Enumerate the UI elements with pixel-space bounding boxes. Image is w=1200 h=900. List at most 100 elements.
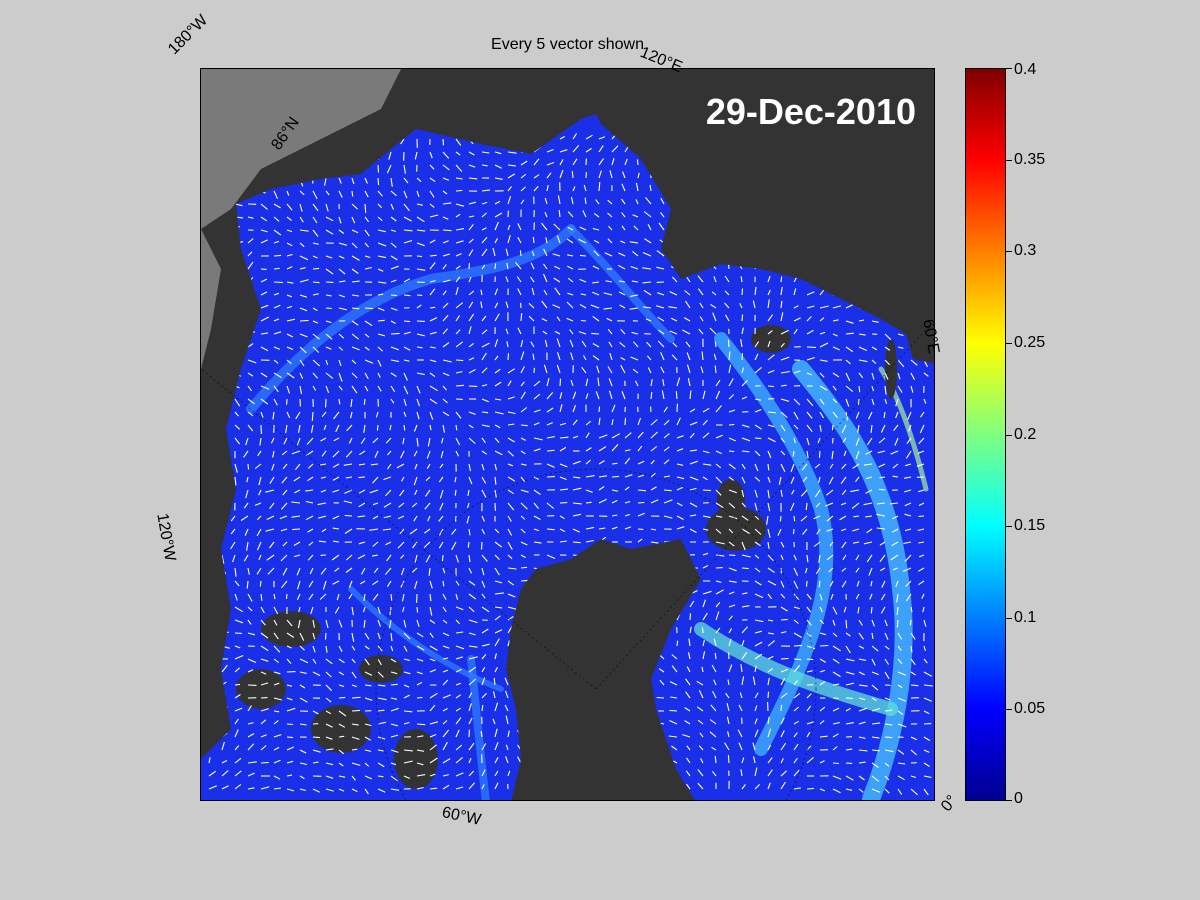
- drift-vector: [819, 331, 826, 335]
- drift-vector: [544, 211, 548, 218]
- drift-vector: [286, 632, 295, 638]
- drift-vector: [752, 300, 756, 309]
- drift-vector: [507, 423, 515, 426]
- drift-vector: [806, 670, 813, 673]
- drift-vector: [364, 242, 370, 248]
- drift-vector: [642, 267, 652, 270]
- drift-vector: [311, 411, 314, 421]
- drift-vector: [592, 343, 600, 348]
- drift-vector: [541, 300, 548, 309]
- drift-vector: [832, 775, 842, 780]
- ocean-current-band: [467, 655, 490, 800]
- drift-vector: [442, 264, 447, 270]
- drift-vector: [312, 671, 321, 677]
- drift-vector: [871, 707, 881, 712]
- drift-vector: [416, 681, 423, 686]
- drift-vector: [715, 379, 721, 387]
- drift-vector: [221, 741, 225, 751]
- drift-vector: [741, 380, 748, 387]
- drift-vector: [429, 744, 437, 751]
- drift-vector: [455, 341, 464, 348]
- drift-vector: [608, 390, 613, 400]
- drift-vector: [312, 281, 320, 284]
- drift-vector: [559, 540, 567, 543]
- drift-vector: [741, 450, 750, 453]
- drift-vector: [661, 390, 665, 400]
- drift-vector: [273, 787, 282, 790]
- drift-vector: [780, 692, 788, 699]
- drift-vector: [507, 463, 513, 467]
- drift-vector: [531, 288, 535, 296]
- drift-vector: [754, 489, 758, 498]
- drift-vector: [592, 227, 600, 231]
- drift-vector: [299, 697, 308, 703]
- drift-vector: [299, 775, 305, 780]
- drift-vector: [715, 627, 721, 634]
- drift-vector: [364, 697, 373, 701]
- drift-vector: [273, 682, 280, 686]
- drift-vector: [767, 369, 775, 374]
- drift-vector: [533, 158, 540, 166]
- drift-vector: [767, 450, 772, 459]
- drift-vector: [481, 692, 487, 699]
- drift-vector: [687, 652, 691, 660]
- drift-vector: [780, 312, 784, 322]
- drift-vector: [866, 528, 873, 534]
- drift-vector: [871, 632, 874, 639]
- drift-vector: [845, 658, 855, 662]
- drift-vector: [338, 696, 346, 699]
- drift-vector: [546, 422, 553, 426]
- drift-vector: [839, 515, 847, 521]
- drift-vector: [590, 304, 600, 309]
- drift-vector: [684, 720, 691, 725]
- plot-title: Every 5 vector shown: [491, 36, 644, 53]
- drift-vector: [714, 652, 717, 660]
- drift-vector: [572, 513, 582, 517]
- drift-vector: [291, 515, 301, 518]
- drift-vector: [689, 460, 698, 465]
- drift-vector: [507, 224, 511, 231]
- drift-vector: [273, 203, 281, 209]
- drift-vector: [481, 528, 485, 535]
- drift-vector: [299, 372, 304, 379]
- drift-vector: [632, 214, 639, 218]
- drift-vector: [351, 307, 360, 310]
- drift-vector: [455, 645, 465, 650]
- drift-vector: [904, 489, 912, 493]
- drift-vector: [621, 183, 626, 192]
- drift-vector: [481, 189, 491, 192]
- drift-vector: [429, 704, 436, 712]
- drift-vector: [923, 762, 930, 767]
- drift-vector: [806, 619, 812, 626]
- drift-vector: [780, 657, 789, 660]
- drift-vector: [793, 743, 799, 751]
- drift-vector: [390, 346, 399, 351]
- drift-vector: [273, 746, 280, 751]
- drift-vector: [377, 788, 386, 793]
- drift-vector: [312, 359, 321, 367]
- drift-vector: [468, 463, 472, 472]
- drift-vector: [386, 164, 392, 174]
- drift-vector: [468, 342, 474, 348]
- drift-vector: [299, 723, 307, 726]
- drift-vector: [754, 424, 762, 430]
- drift-vector: [896, 619, 899, 628]
- drift-vector: [660, 366, 665, 374]
- drift-vector: [286, 736, 294, 739]
- drift-vector: [286, 788, 295, 792]
- drift-vector: [689, 390, 692, 400]
- drift-vector: [416, 229, 426, 232]
- drift-vector: [598, 498, 607, 504]
- drift-vector: [793, 317, 801, 322]
- drift-vector: [741, 567, 749, 570]
- ocean-current-band: [694, 622, 898, 716]
- drift-vector: [685, 300, 691, 309]
- drift-vector: [572, 487, 582, 491]
- drift-vector: [689, 432, 695, 439]
- drift-vector: [343, 500, 353, 504]
- drift-vector: [507, 730, 510, 738]
- drift-vector: [416, 242, 425, 247]
- drift-vector: [338, 735, 345, 738]
- drift-vector: [266, 515, 275, 520]
- drift-vector: [819, 289, 825, 296]
